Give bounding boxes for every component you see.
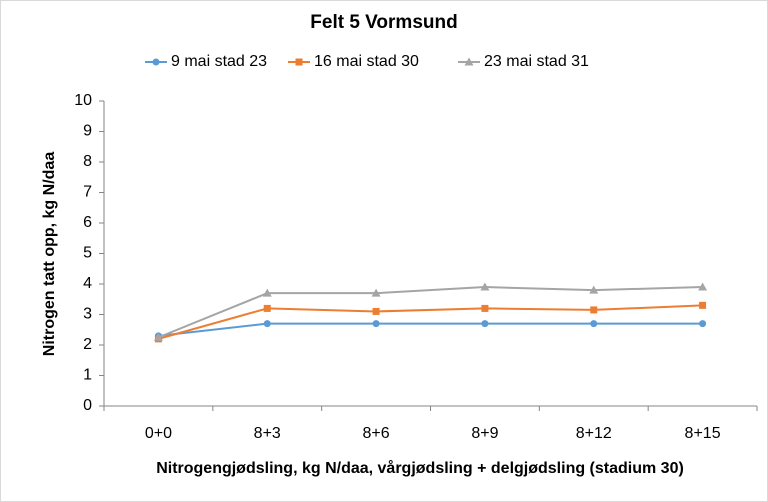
data-point (371, 288, 381, 297)
y-axis-title: Nitrogen tatt opp, kg N/daa (41, 152, 58, 357)
data-point (263, 304, 271, 312)
series-line (158, 304, 703, 340)
x-tick-label: 8+15 (685, 425, 721, 442)
y-tick-label: 1 (83, 367, 92, 384)
legend-label: 23 mai stad 31 (484, 53, 589, 70)
data-point (481, 304, 489, 312)
y-tick-label: 6 (83, 214, 92, 231)
legend-marker (464, 57, 474, 66)
y-tick-label: 3 (83, 306, 92, 323)
data-point (589, 285, 599, 294)
legend-label: 16 mai stad 30 (314, 53, 419, 70)
y-tick-label: 7 (83, 184, 92, 201)
data-point (263, 320, 271, 328)
data-point (699, 301, 707, 309)
x-axis-title: Nitrogengjødsling, kg N/daa, vårgjødslin… (156, 459, 684, 477)
legend-marker (295, 58, 303, 66)
data-point (698, 282, 708, 291)
x-tick-label: 8+9 (471, 425, 498, 442)
y-tick-label: 10 (74, 92, 92, 109)
data-point (262, 288, 272, 297)
y-tick-label: 2 (83, 336, 92, 353)
x-tick-label: 8+3 (254, 425, 281, 442)
legend-label: 9 mai stad 23 (171, 53, 267, 70)
series-line (158, 286, 703, 339)
y-tick-label: 8 (83, 153, 92, 170)
y-tick-label: 4 (83, 275, 92, 292)
data-point (699, 320, 707, 328)
chart-title: Felt 5 Vormsund (310, 12, 457, 33)
series-line (158, 322, 703, 337)
x-tick-label: 8+12 (576, 425, 612, 442)
data-point (590, 320, 598, 328)
x-tick-label: 8+6 (363, 425, 390, 442)
data-point (481, 320, 489, 328)
data-point (480, 282, 490, 291)
y-tick-label: 9 (83, 123, 92, 140)
data-point (372, 307, 380, 315)
data-point (153, 332, 163, 341)
legend-marker (152, 58, 160, 66)
data-point (372, 320, 380, 328)
y-tick-label: 5 (83, 245, 92, 262)
data-point (590, 306, 598, 314)
x-tick-label: 0+0 (145, 425, 172, 442)
y-tick-label: 0 (83, 397, 92, 414)
